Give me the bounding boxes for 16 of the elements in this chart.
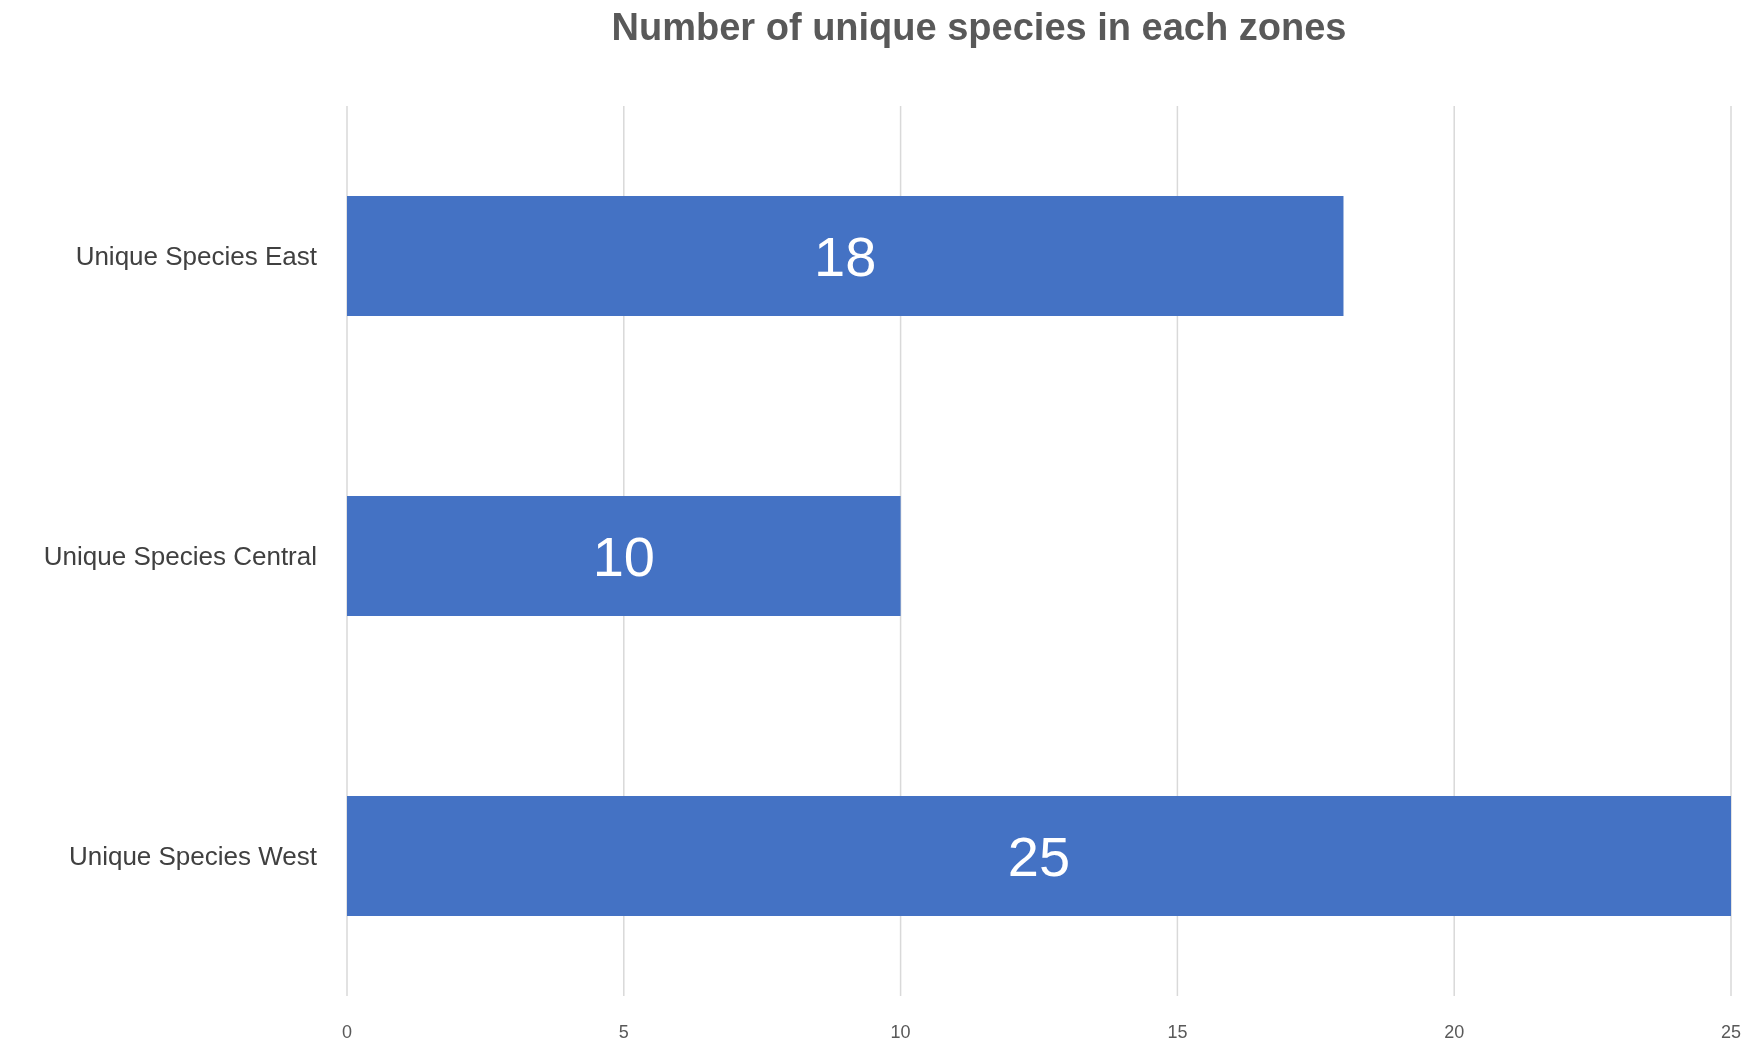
x-tick-label: 10 (890, 1022, 911, 1042)
bar (347, 496, 901, 616)
x-tick-label: 0 (341, 1022, 353, 1042)
data-label: 18 (814, 224, 877, 288)
x-tick-label: 20 (1444, 1022, 1465, 1042)
y-tick-label: Unique Species East (75, 241, 318, 272)
bar (347, 796, 1731, 916)
data-label: 25 (1007, 824, 1071, 888)
data-label: 10 (592, 524, 655, 588)
y-tick-label: Unique Species West (68, 841, 318, 872)
x-tick-label: 25 (1720, 1022, 1742, 1042)
chart-title: Number of unique species in each zones (611, 6, 1347, 48)
x-tick-label: 15 (1167, 1022, 1188, 1042)
y-tick-label: Unique Species Central (43, 541, 317, 572)
bar (347, 196, 1344, 316)
x-tick-label: 5 (618, 1022, 629, 1042)
